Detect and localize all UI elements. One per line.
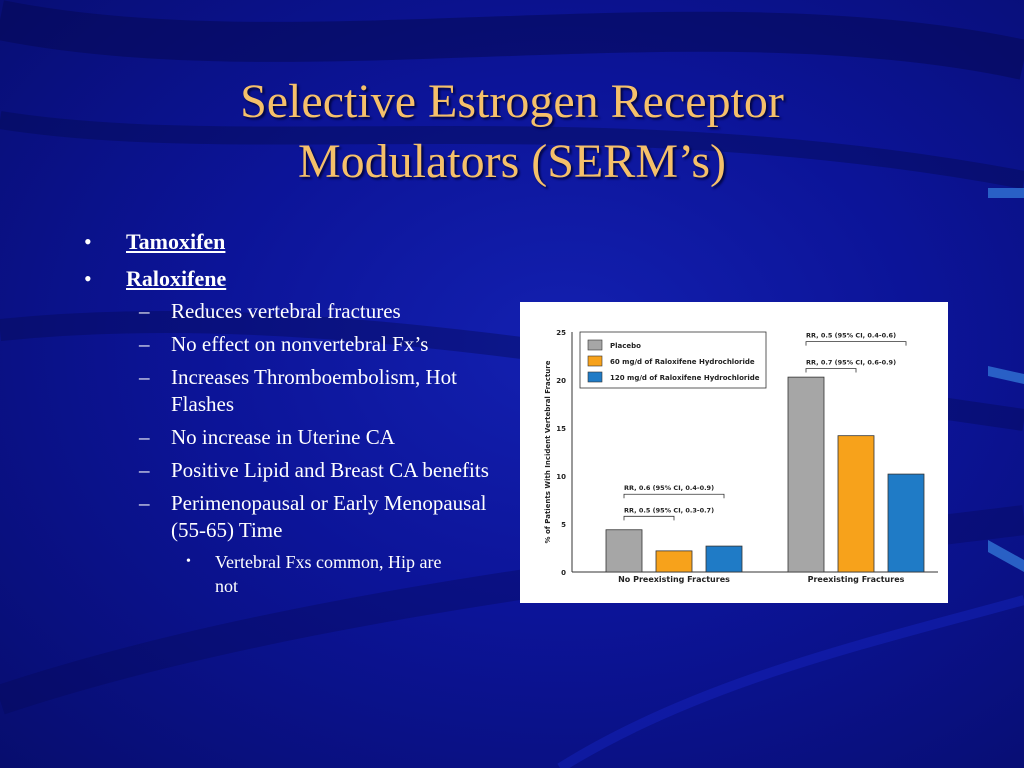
bullet-text[interactable]: Raloxifene [126, 266, 227, 291]
legend-label: Placebo [610, 342, 641, 350]
y-tick-label: 15 [556, 425, 566, 433]
sub-bullet-text: No increase in Uterine CA [171, 425, 395, 449]
dash-glyph: – [139, 491, 150, 515]
bar [655, 550, 693, 573]
bar [887, 473, 925, 573]
bullet-raloxifene: • Raloxifene [84, 265, 504, 292]
rr-annotation: RR, 0.5 (95% CI, 0.4-0.6) [806, 332, 896, 340]
y-tick-label: 25 [556, 329, 566, 337]
dash-glyph: – [139, 299, 150, 323]
sub-bullet: – Reduces vertebral fractures [84, 298, 504, 325]
legend-swatch [587, 355, 603, 367]
chart-svg: % of Patients With Incident Vertebral Fr… [544, 329, 938, 584]
dash-glyph: – [139, 332, 150, 356]
sub-bullet: – No increase in Uterine CA [84, 424, 504, 451]
rr-bracket [805, 341, 907, 346]
legend-swatch [587, 339, 603, 351]
y-tick-label: 5 [561, 521, 566, 529]
x-tick-label: No Preexisting Fractures [618, 575, 730, 584]
bullet-text[interactable]: Tamoxifen [126, 229, 226, 254]
bar [705, 545, 743, 573]
y-tick-label: 10 [556, 473, 566, 481]
y-tick-label: 20 [556, 377, 566, 385]
bullet-glyph: • [84, 266, 92, 291]
x-tick-label: Preexisting Fractures [808, 575, 905, 584]
y-tick-label: 0 [561, 569, 566, 577]
sub-bullet-text: No effect on nonvertebral Fx’s [171, 332, 429, 356]
sub-sub-bullet-text: Vertebral Fxs common, Hip are not [215, 552, 442, 596]
bullet-tamoxifen: • Tamoxifen [84, 228, 504, 255]
sub-sub-bullet: • Vertebral Fxs common, Hip are not [84, 550, 465, 598]
bar [837, 435, 875, 573]
sub-bullet-text: Increases Thromboembolism, Hot Flashes [171, 365, 457, 416]
fracture-chart: % of Patients With Incident Vertebral Fr… [520, 302, 948, 603]
sub-bullet: – Positive Lipid and Breast CA benefits [84, 457, 491, 484]
rr-annotation: RR, 0.5 (95% CI, 0.3-0.7) [624, 506, 714, 514]
dash-glyph: – [139, 458, 150, 482]
sub-bullet: – Increases Thromboembolism, Hot Flashes [84, 364, 491, 418]
bullet-glyph: • [84, 229, 92, 254]
sub-bullet-text: Perimenopausal or Early Menopausal (55-6… [171, 491, 487, 542]
rr-bracket [623, 493, 725, 499]
sub-bullet: – No effect on nonvertebral Fx’s [84, 331, 504, 358]
rr-annotation: RR, 0.6 (95% CI, 0.4-0.9) [624, 484, 714, 492]
bar [605, 529, 643, 573]
sub-bullet-text: Positive Lipid and Breast CA benefits [171, 458, 489, 482]
bar [787, 376, 825, 573]
rr-bracket [623, 515, 675, 521]
slide-title: Selective Estrogen Receptor Modulators (… [0, 72, 1024, 192]
title-line-1: Selective Estrogen Receptor [240, 75, 784, 128]
title-line-2: Modulators (SERM’s) [297, 135, 726, 188]
legend-label: 60 mg/d of Raloxifene Hydrochloride [610, 358, 755, 366]
dash-glyph: – [139, 425, 150, 449]
rr-annotation: RR, 0.7 (95% CI, 0.6-0.9) [806, 358, 896, 366]
rr-bracket [805, 368, 857, 373]
dash-glyph: – [139, 365, 150, 389]
sub-bullet: – Perimenopausal or Early Menopausal (55… [84, 490, 491, 544]
legend-swatch [587, 371, 603, 383]
legend-box [579, 331, 767, 389]
bullet-list: • Tamoxifen • Raloxifene – Reduces verte… [84, 228, 504, 598]
y-axis-label: % of Patients With Incident Vertebral Fr… [544, 360, 552, 543]
bullet-glyph: • [186, 554, 191, 569]
legend-label: 120 mg/d of Raloxifene Hydrochloride [610, 374, 760, 382]
sub-bullet-text: Reduces vertebral fractures [171, 299, 401, 323]
